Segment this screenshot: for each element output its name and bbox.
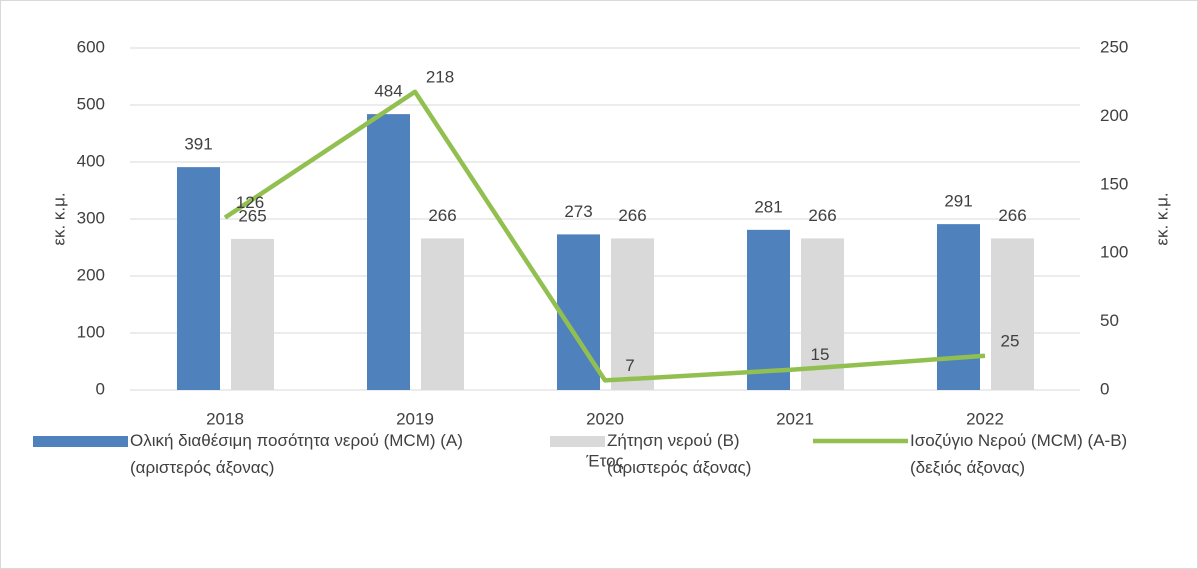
data-label: 7: [625, 356, 634, 375]
data-label: 266: [428, 206, 456, 225]
legend-label: Ολική διαθέσιμη ποσότητα νερού (MCM) (A)…: [130, 431, 463, 477]
legend-label: Ισοζύγιο Νερού (MCM) (A-B) (δεξιός άξονα…: [910, 431, 1128, 477]
legend-swatch: [33, 436, 128, 447]
y-tick-label: 600: [77, 37, 105, 56]
bar: [421, 238, 464, 390]
bar: [177, 167, 220, 390]
data-label: 25: [1001, 331, 1020, 350]
bar: [231, 238, 274, 390]
data-label: 266: [998, 206, 1026, 225]
legend-label: Ζήτηση νερού (B) (αριστερός άξονας): [607, 431, 752, 477]
y-tick-label: 200: [77, 265, 105, 284]
y-tick-label: 0: [96, 379, 105, 398]
x-tick-label: 2018: [206, 409, 244, 428]
y2-tick-label: 250: [1100, 37, 1128, 56]
data-label: 218: [426, 67, 454, 86]
y2-tick-label: 100: [1100, 243, 1128, 262]
data-label: 273: [564, 202, 592, 221]
y2-tick-label: 0: [1100, 379, 1109, 398]
bar: [367, 114, 410, 391]
y-tick-label: 300: [77, 208, 105, 227]
data-label: 281: [754, 197, 782, 216]
y-tick-label: 100: [77, 322, 105, 341]
data-label: 265: [238, 206, 266, 225]
y-tick-label: 500: [77, 94, 105, 113]
data-label: 266: [808, 206, 836, 225]
y-axis-title: εκ. κ.μ.: [49, 192, 68, 245]
data-label: 15: [811, 345, 830, 364]
x-tick-label: 2019: [396, 409, 434, 428]
data-label: 391: [184, 135, 212, 154]
x-tick-label: 2022: [966, 409, 1004, 428]
y2-axis-title: εκ. κ.μ.: [1152, 192, 1171, 245]
x-axis-title: Έτος: [585, 451, 623, 470]
y2-tick-label: 150: [1100, 174, 1128, 193]
y2-tick-label: 50: [1100, 311, 1119, 330]
data-label: 266: [618, 206, 646, 225]
y2-tick-label: 200: [1100, 106, 1128, 125]
data-label: 291: [944, 192, 972, 211]
data-label: 126: [236, 193, 264, 212]
bar: [611, 238, 654, 390]
x-tick-label: 2021: [776, 409, 814, 428]
y-tick-label: 400: [77, 151, 105, 170]
line: [223, 89, 986, 383]
x-tick-label: 2020: [586, 409, 624, 428]
bar: [937, 224, 980, 390]
legend-swatch: [550, 436, 605, 447]
data-label: 484: [374, 82, 402, 101]
bar: [991, 238, 1034, 390]
bar: [747, 229, 790, 390]
